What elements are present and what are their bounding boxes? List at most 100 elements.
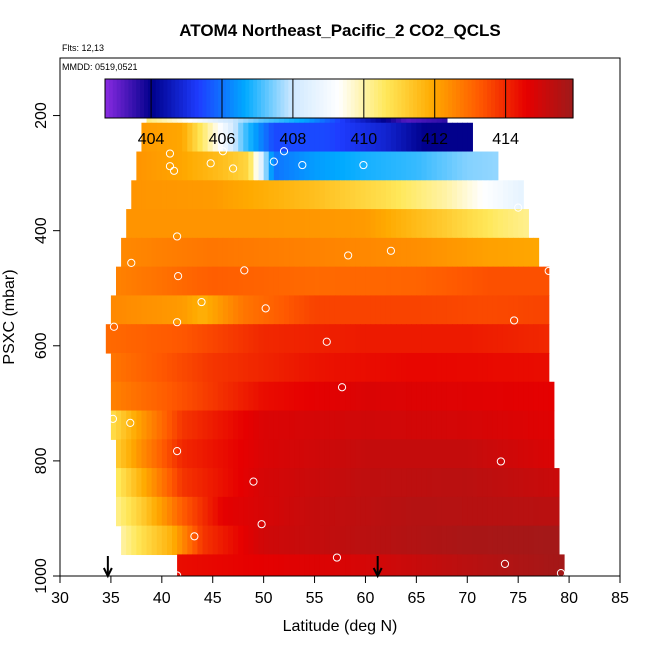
heatmap-cell [166, 151, 173, 181]
colorbar-tick-label: 410 [350, 131, 377, 148]
heatmap-cell [350, 237, 356, 268]
heatmap-cell [141, 295, 148, 325]
colorbar-segment [428, 79, 434, 118]
heatmap-cell [411, 352, 417, 383]
heatmap-cell [156, 324, 163, 354]
heatmap-cell [319, 496, 326, 527]
heatmap-cell [518, 237, 524, 268]
heatmap-cell [243, 122, 249, 153]
heatmap-cell [472, 237, 479, 268]
heatmap-cell [319, 525, 326, 556]
heatmap-cell [416, 122, 423, 153]
heatmap-cell [350, 381, 356, 412]
heatmap-cell [436, 266, 443, 297]
heatmap-cell [543, 381, 550, 412]
heatmap-cell [548, 410, 555, 440]
heatmap-cell [278, 122, 285, 153]
heatmap-cell [156, 237, 163, 268]
heatmap-cell [370, 324, 377, 354]
heatmap-cell [309, 410, 316, 440]
heatmap-cell [278, 525, 285, 556]
heatmap-cell [136, 151, 143, 181]
heatmap-cell [324, 468, 331, 498]
heatmap-cell [136, 324, 143, 354]
heatmap-cell [294, 410, 300, 440]
heatmap-cell [233, 496, 239, 527]
heatmap-cell [146, 496, 153, 527]
heatmap-cell [340, 525, 346, 556]
heatmap-cell [197, 468, 204, 498]
heatmap-cell [319, 381, 326, 412]
heatmap-cell [401, 525, 407, 556]
heatmap-cell [477, 295, 484, 325]
heatmap-cell [411, 381, 417, 412]
heatmap-cell [452, 496, 458, 527]
heatmap-cell [411, 151, 417, 181]
heatmap-cell [202, 209, 209, 239]
heatmap-cell [390, 122, 397, 153]
flight-marker-arrow [102, 556, 113, 579]
heatmap-cell [492, 266, 499, 297]
heatmap-cell [487, 468, 494, 498]
heatmap-cell [406, 554, 412, 576]
heatmap-cell [314, 209, 321, 239]
heatmap-cell [553, 468, 560, 498]
heatmap-cell [121, 266, 127, 297]
heatmap-cell [492, 209, 499, 239]
data-point [556, 569, 566, 576]
heatmap-cell [309, 209, 316, 239]
heatmap-cell [396, 266, 402, 297]
heatmap-cell [121, 352, 127, 383]
heatmap-cell [197, 439, 204, 469]
heatmap-cell [497, 439, 504, 469]
heatmap-cell [177, 122, 183, 153]
heatmap-cell [426, 468, 433, 498]
flights-label: Flts: 12,13 [62, 43, 104, 53]
heatmap-cell [324, 266, 331, 297]
heatmap-cell [141, 209, 148, 239]
heatmap-cell [472, 496, 479, 527]
data-point [359, 160, 368, 170]
heatmap-cell [131, 352, 137, 383]
heatmap-cell [380, 237, 387, 268]
colorbar-segment [362, 79, 367, 118]
heatmap-cell [385, 554, 392, 576]
heatmap-cell [355, 180, 361, 210]
colorbar-segment [401, 79, 406, 118]
heatmap-cell [457, 209, 463, 239]
heatmap-cell [187, 295, 193, 325]
heatmap-cell [406, 324, 412, 354]
colorbar [104, 78, 574, 119]
heatmap-cell [131, 295, 137, 325]
heatmap-cell [431, 352, 438, 383]
heatmap-cell [513, 525, 519, 556]
colorbar-segment [354, 79, 360, 118]
heatmap-cell [329, 295, 336, 325]
heatmap-cell [161, 324, 168, 354]
heatmap-cell [192, 151, 199, 181]
heatmap-cell [141, 381, 148, 412]
heatmap-cell [304, 468, 311, 498]
heatmap-cell [238, 151, 244, 181]
heatmap-cell [441, 324, 448, 354]
heatmap-cell [426, 295, 433, 325]
heatmap-cell [513, 439, 519, 469]
heatmap-cell [273, 151, 280, 181]
colorbar-segment [397, 79, 402, 118]
heatmap-cell [299, 468, 305, 498]
heatmap-cell [421, 324, 428, 354]
data-point [165, 149, 175, 158]
heatmap-cell [396, 209, 402, 239]
heatmap-cell [248, 439, 255, 469]
y-tick-label: 400 [33, 217, 50, 244]
heatmap-cell [314, 295, 321, 325]
heatmap-cell [182, 496, 188, 527]
heatmap-cell [136, 180, 143, 210]
heatmap-cell [421, 439, 428, 469]
heatmap-cell [431, 237, 438, 268]
heatmap-cell [487, 496, 494, 527]
heatmap-cell [345, 295, 351, 325]
heatmap-cell [472, 525, 479, 556]
heatmap-cell [380, 525, 387, 556]
heatmap-cell [192, 525, 199, 556]
